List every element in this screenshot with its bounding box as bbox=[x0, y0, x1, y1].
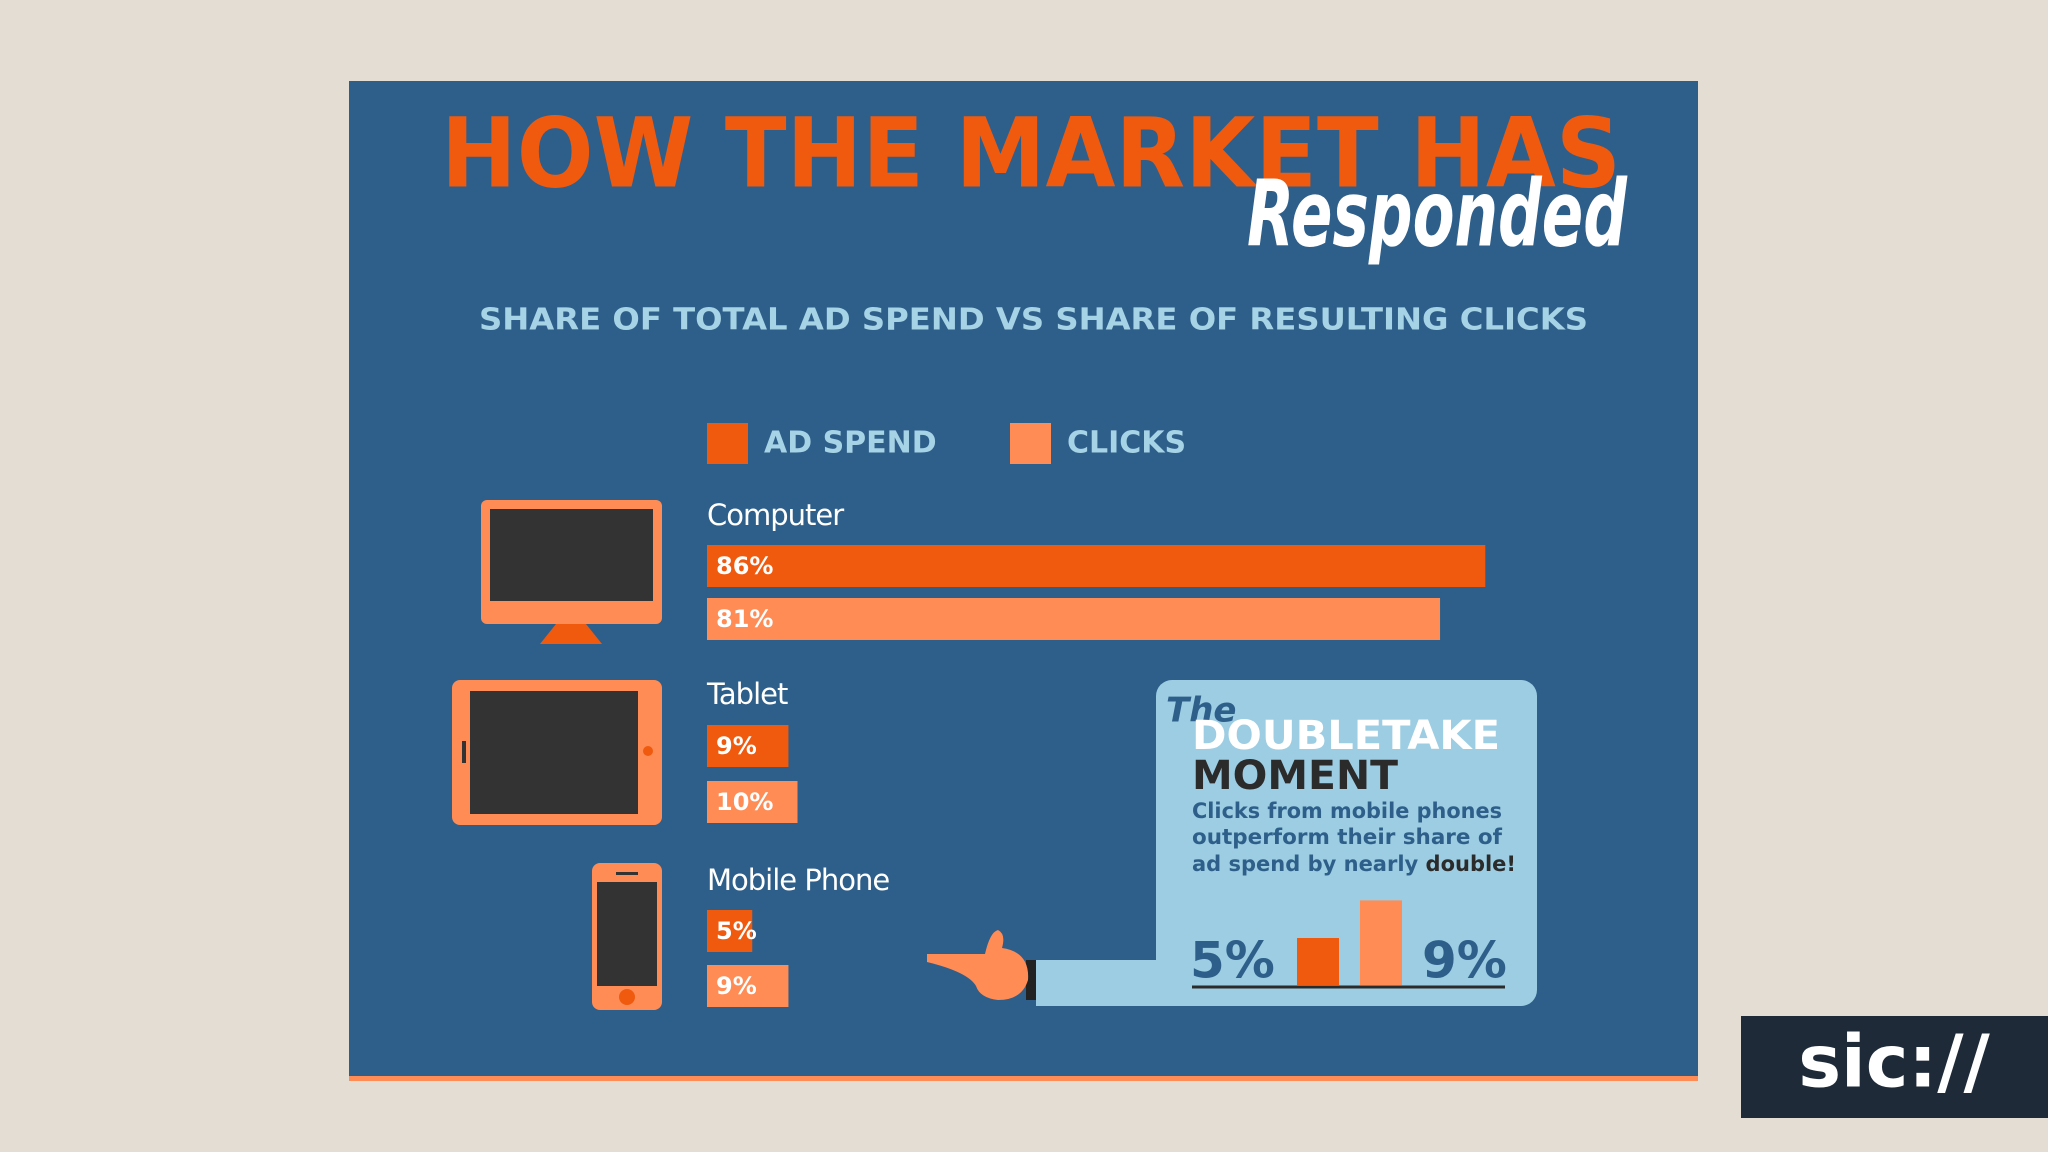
legend-label: CLICKS bbox=[1067, 426, 1186, 461]
category-label: Mobile Phone bbox=[707, 863, 889, 897]
mini-bar bbox=[1360, 900, 1402, 985]
callout-line: Clicks from mobile phones bbox=[1192, 799, 1502, 823]
bar bbox=[707, 965, 789, 1007]
value-label: 9% bbox=[716, 972, 757, 1000]
computer-icon bbox=[481, 500, 662, 644]
mini-label: 5% bbox=[1190, 932, 1275, 990]
callout-line: ad spend by nearly bbox=[1192, 852, 1419, 876]
chart-title-script: Responded bbox=[1247, 160, 1628, 267]
value-label: 9% bbox=[716, 732, 757, 760]
value-label: 86% bbox=[716, 552, 773, 580]
phone-icon bbox=[592, 863, 662, 1010]
logo-box bbox=[1741, 1016, 2048, 1118]
callout-title: DOUBLETAKE bbox=[1192, 713, 1500, 759]
mini-label: 9% bbox=[1422, 932, 1507, 990]
bar bbox=[707, 545, 1486, 587]
bar bbox=[707, 598, 1441, 640]
mini-bar bbox=[1297, 938, 1339, 985]
category-label: Tablet bbox=[706, 677, 788, 711]
bar bbox=[707, 725, 789, 767]
bar bbox=[707, 781, 798, 823]
tablet-icon bbox=[452, 680, 662, 825]
category-label: Computer bbox=[707, 498, 844, 532]
panel-rule bbox=[349, 1076, 1698, 1081]
callout bbox=[927, 680, 1537, 1006]
value-label: 81% bbox=[716, 605, 773, 633]
legend-label: AD SPEND bbox=[764, 426, 937, 461]
chart-title: HOW THE MARKET HAS bbox=[441, 97, 1621, 209]
callout-emphasis: double! bbox=[1426, 852, 1516, 876]
bar bbox=[707, 910, 753, 952]
chart-subtitle: SHARE OF TOTAL AD SPEND VS SHARE OF RESU… bbox=[479, 303, 1588, 338]
callout-kicker: The bbox=[1166, 691, 1236, 731]
callout-title2: MOMENT bbox=[1192, 753, 1399, 799]
callout-line: ad spend by nearly double! bbox=[1192, 852, 1516, 876]
value-label: 5% bbox=[716, 917, 757, 945]
legend-swatch bbox=[1010, 423, 1051, 464]
logo: sic:// bbox=[1798, 1020, 1990, 1104]
callout-line: outperform their share of bbox=[1192, 825, 1503, 849]
legend-swatch bbox=[707, 423, 748, 464]
value-label: 10% bbox=[716, 788, 773, 816]
